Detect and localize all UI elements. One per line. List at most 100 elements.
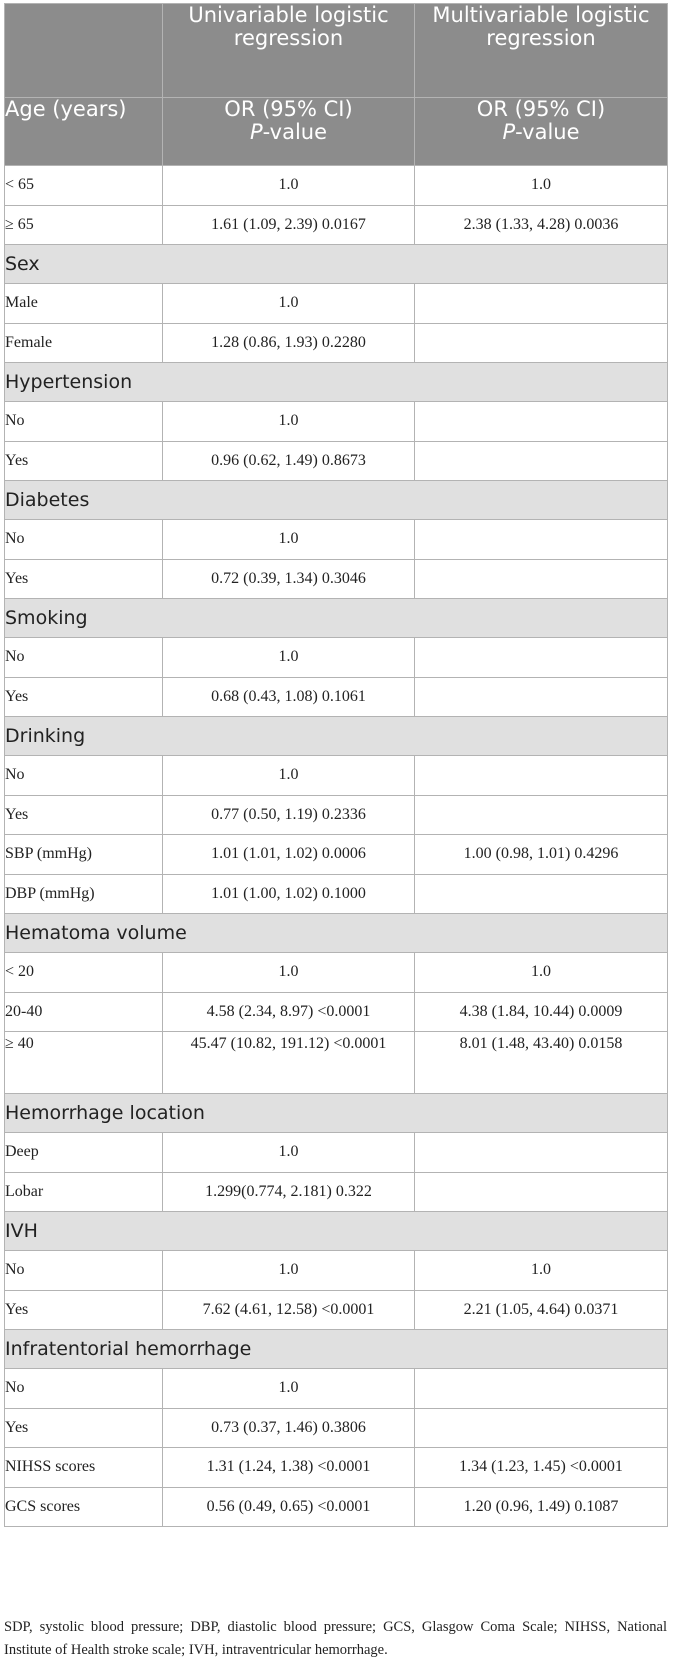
table-row: Lobar 1.299(0.774, 2.181) 0.322 bbox=[4, 1171, 668, 1212]
table-row: Female 1.28 (0.86, 1.93) 0.2280 bbox=[4, 322, 668, 363]
table-row: Yes 0.73 (0.37, 1.46) 0.3806 bbox=[4, 1407, 668, 1448]
row-label: GCS scores bbox=[4, 1486, 163, 1527]
univariable-value: 0.77 (0.50, 1.19) 0.2336 bbox=[162, 794, 415, 835]
row-label: Yes bbox=[4, 558, 163, 599]
row-label: Yes bbox=[4, 440, 163, 481]
univariable-value: 0.72 (0.39, 1.34) 0.3046 bbox=[162, 558, 415, 599]
table-row: < 20 1.0 1.0 bbox=[4, 952, 668, 993]
table-row: Yes 7.62 (4.61, 12.58) <0.0001 2.21 (1.05,… bbox=[4, 1289, 668, 1330]
row-label: Yes bbox=[4, 794, 163, 835]
multivariable-value: 1.0 bbox=[414, 952, 668, 993]
multivariable-value bbox=[414, 1368, 668, 1409]
multivariable-value bbox=[414, 1171, 668, 1212]
p-italic: P bbox=[502, 120, 516, 144]
table-row: No 1.0 bbox=[4, 401, 668, 442]
univariable-value: 1.01 (1.01, 1.02) 0.0006 bbox=[162, 834, 415, 875]
section-label: Diabetes bbox=[4, 480, 668, 520]
univariable-value: 1.0 bbox=[162, 519, 415, 560]
header-univariable-or: OR (95% CI) bbox=[224, 97, 353, 121]
row-label: Yes bbox=[4, 1407, 163, 1448]
section-header-row: Hematoma volume bbox=[4, 913, 668, 953]
row-label: Male bbox=[4, 283, 163, 324]
univariable-value: 1.0 bbox=[162, 401, 415, 442]
multivariable-value bbox=[414, 322, 668, 363]
row-label: DBP (mmHg) bbox=[4, 873, 163, 914]
regression-table: Univariable logistic regression Multivar… bbox=[4, 3, 668, 1527]
section-header-row: Infratentorial hemorrhage bbox=[4, 1329, 668, 1369]
multivariable-value: 1.20 (0.96, 1.49) 0.1087 bbox=[414, 1486, 668, 1527]
row-label: No bbox=[4, 1250, 163, 1291]
header-univariable-pvalue: P-value bbox=[163, 121, 414, 144]
row-label: ≥ 65 bbox=[4, 204, 163, 245]
table-row: ≥ 40 45.47 (10.82, 191.12) <0.0001 8.01 (1… bbox=[4, 1031, 668, 1094]
section-header-row: Sex bbox=[4, 244, 668, 284]
table-row: Yes 0.77 (0.50, 1.19) 0.2336 bbox=[4, 794, 668, 835]
univariable-value: 1.0 bbox=[162, 952, 415, 993]
section-header-row: IVH bbox=[4, 1211, 668, 1251]
table-row: No 1.0 1.0 bbox=[4, 1250, 668, 1291]
table-row: DBP (mmHg) 1.01 (1.00, 1.02) 0.1000 bbox=[4, 873, 668, 914]
univariable-value: 4.58 (2.34, 8.97) <0.0001 bbox=[162, 991, 415, 1032]
header-row-titles: Univariable logistic regression Multivar… bbox=[4, 3, 668, 98]
row-label: SBP (mmHg) bbox=[4, 834, 163, 875]
table-row: No 1.0 bbox=[4, 637, 668, 678]
row-label: Deep bbox=[4, 1132, 163, 1173]
univariable-value: 7.62 (4.61, 12.58) <0.0001 bbox=[162, 1289, 415, 1330]
univariable-value: 1.0 bbox=[162, 1368, 415, 1409]
section-label: Sex bbox=[4, 244, 668, 284]
row-label: 20-40 bbox=[4, 991, 163, 1032]
table-row: SBP (mmHg) 1.01 (1.01, 1.02) 0.0006 1.00 (… bbox=[4, 834, 668, 875]
table-row: No 1.0 bbox=[4, 1368, 668, 1409]
multivariable-value bbox=[414, 637, 668, 678]
multivariable-value bbox=[414, 519, 668, 560]
section-header-row: Hemorrhage location bbox=[4, 1093, 668, 1133]
univariable-value: 1.0 bbox=[162, 755, 415, 796]
p-rest: -value bbox=[262, 120, 328, 144]
multivariable-value bbox=[414, 755, 668, 796]
univariable-value: 1.0 bbox=[162, 165, 415, 206]
univariable-value: 1.01 (1.00, 1.02) 0.1000 bbox=[162, 873, 415, 914]
row-label: Female bbox=[4, 322, 163, 363]
header-blank-cell bbox=[4, 3, 163, 98]
table-row: Yes 0.72 (0.39, 1.34) 0.3046 bbox=[4, 558, 668, 599]
multivariable-value: 2.38 (1.33, 4.28) 0.0036 bbox=[414, 204, 668, 245]
multivariable-value: 2.21 (1.05, 4.64) 0.0371 bbox=[414, 1289, 668, 1330]
multivariable-value bbox=[414, 558, 668, 599]
univariable-value: 1.31 (1.24, 1.38) <0.0001 bbox=[162, 1447, 415, 1488]
univariable-value: 45.47 (10.82, 191.12) <0.0001 bbox=[162, 1031, 415, 1094]
row-label: No bbox=[4, 755, 163, 796]
table-row: No 1.0 bbox=[4, 519, 668, 560]
header-row-subtitles: Age (years) OR (95% CI) P-value OR (95% … bbox=[4, 97, 668, 166]
multivariable-value: 1.34 (1.23, 1.45) <0.0001 bbox=[414, 1447, 668, 1488]
multivariable-value: 4.38 (1.84, 10.44) 0.0009 bbox=[414, 991, 668, 1032]
univariable-value: 0.56 (0.49, 0.65) <0.0001 bbox=[162, 1486, 415, 1527]
section-header-row: Hypertension bbox=[4, 362, 668, 402]
row-label: ≥ 40 bbox=[4, 1031, 163, 1094]
row-label: Yes bbox=[4, 1289, 163, 1330]
table-row: 20-40 4.58 (2.34, 8.97) <0.0001 4.38 (1.84… bbox=[4, 991, 668, 1032]
multivariable-value: 1.0 bbox=[414, 165, 668, 206]
table-row: Yes 0.96 (0.62, 1.49) 0.8673 bbox=[4, 440, 668, 481]
univariable-value: 1.299(0.774, 2.181) 0.322 bbox=[162, 1171, 415, 1212]
multivariable-value bbox=[414, 283, 668, 324]
header-multivariable: Multivariable logistic regression bbox=[414, 3, 668, 98]
header-univariable: Univariable logistic regression bbox=[162, 3, 415, 98]
section-label: Smoking bbox=[4, 598, 668, 638]
table-row: NIHSS scores 1.31 (1.24, 1.38) <0.0001 1.3… bbox=[4, 1447, 668, 1488]
row-label: Lobar bbox=[4, 1171, 163, 1212]
table-footnote: SDP, systolic blood pressure; DBP, diast… bbox=[4, 1619, 667, 1658]
section-label: Hypertension bbox=[4, 362, 668, 402]
univariable-value: 1.0 bbox=[162, 637, 415, 678]
multivariable-value bbox=[414, 1132, 668, 1173]
multivariable-value bbox=[414, 440, 668, 481]
table-row: GCS scores 0.56 (0.49, 0.65) <0.0001 1.20 … bbox=[4, 1486, 668, 1527]
row-label: Yes bbox=[4, 676, 163, 717]
univariable-value: 0.73 (0.37, 1.46) 0.3806 bbox=[162, 1407, 415, 1448]
table-row: Male 1.0 bbox=[4, 283, 668, 324]
univariable-value: 1.0 bbox=[162, 1250, 415, 1291]
multivariable-value bbox=[414, 401, 668, 442]
section-label: Hemorrhage location bbox=[4, 1093, 668, 1133]
section-header-row: Diabetes bbox=[4, 480, 668, 520]
header-multivariable-sub: OR (95% CI) P-value bbox=[414, 97, 668, 166]
univariable-value: 1.0 bbox=[162, 1132, 415, 1173]
